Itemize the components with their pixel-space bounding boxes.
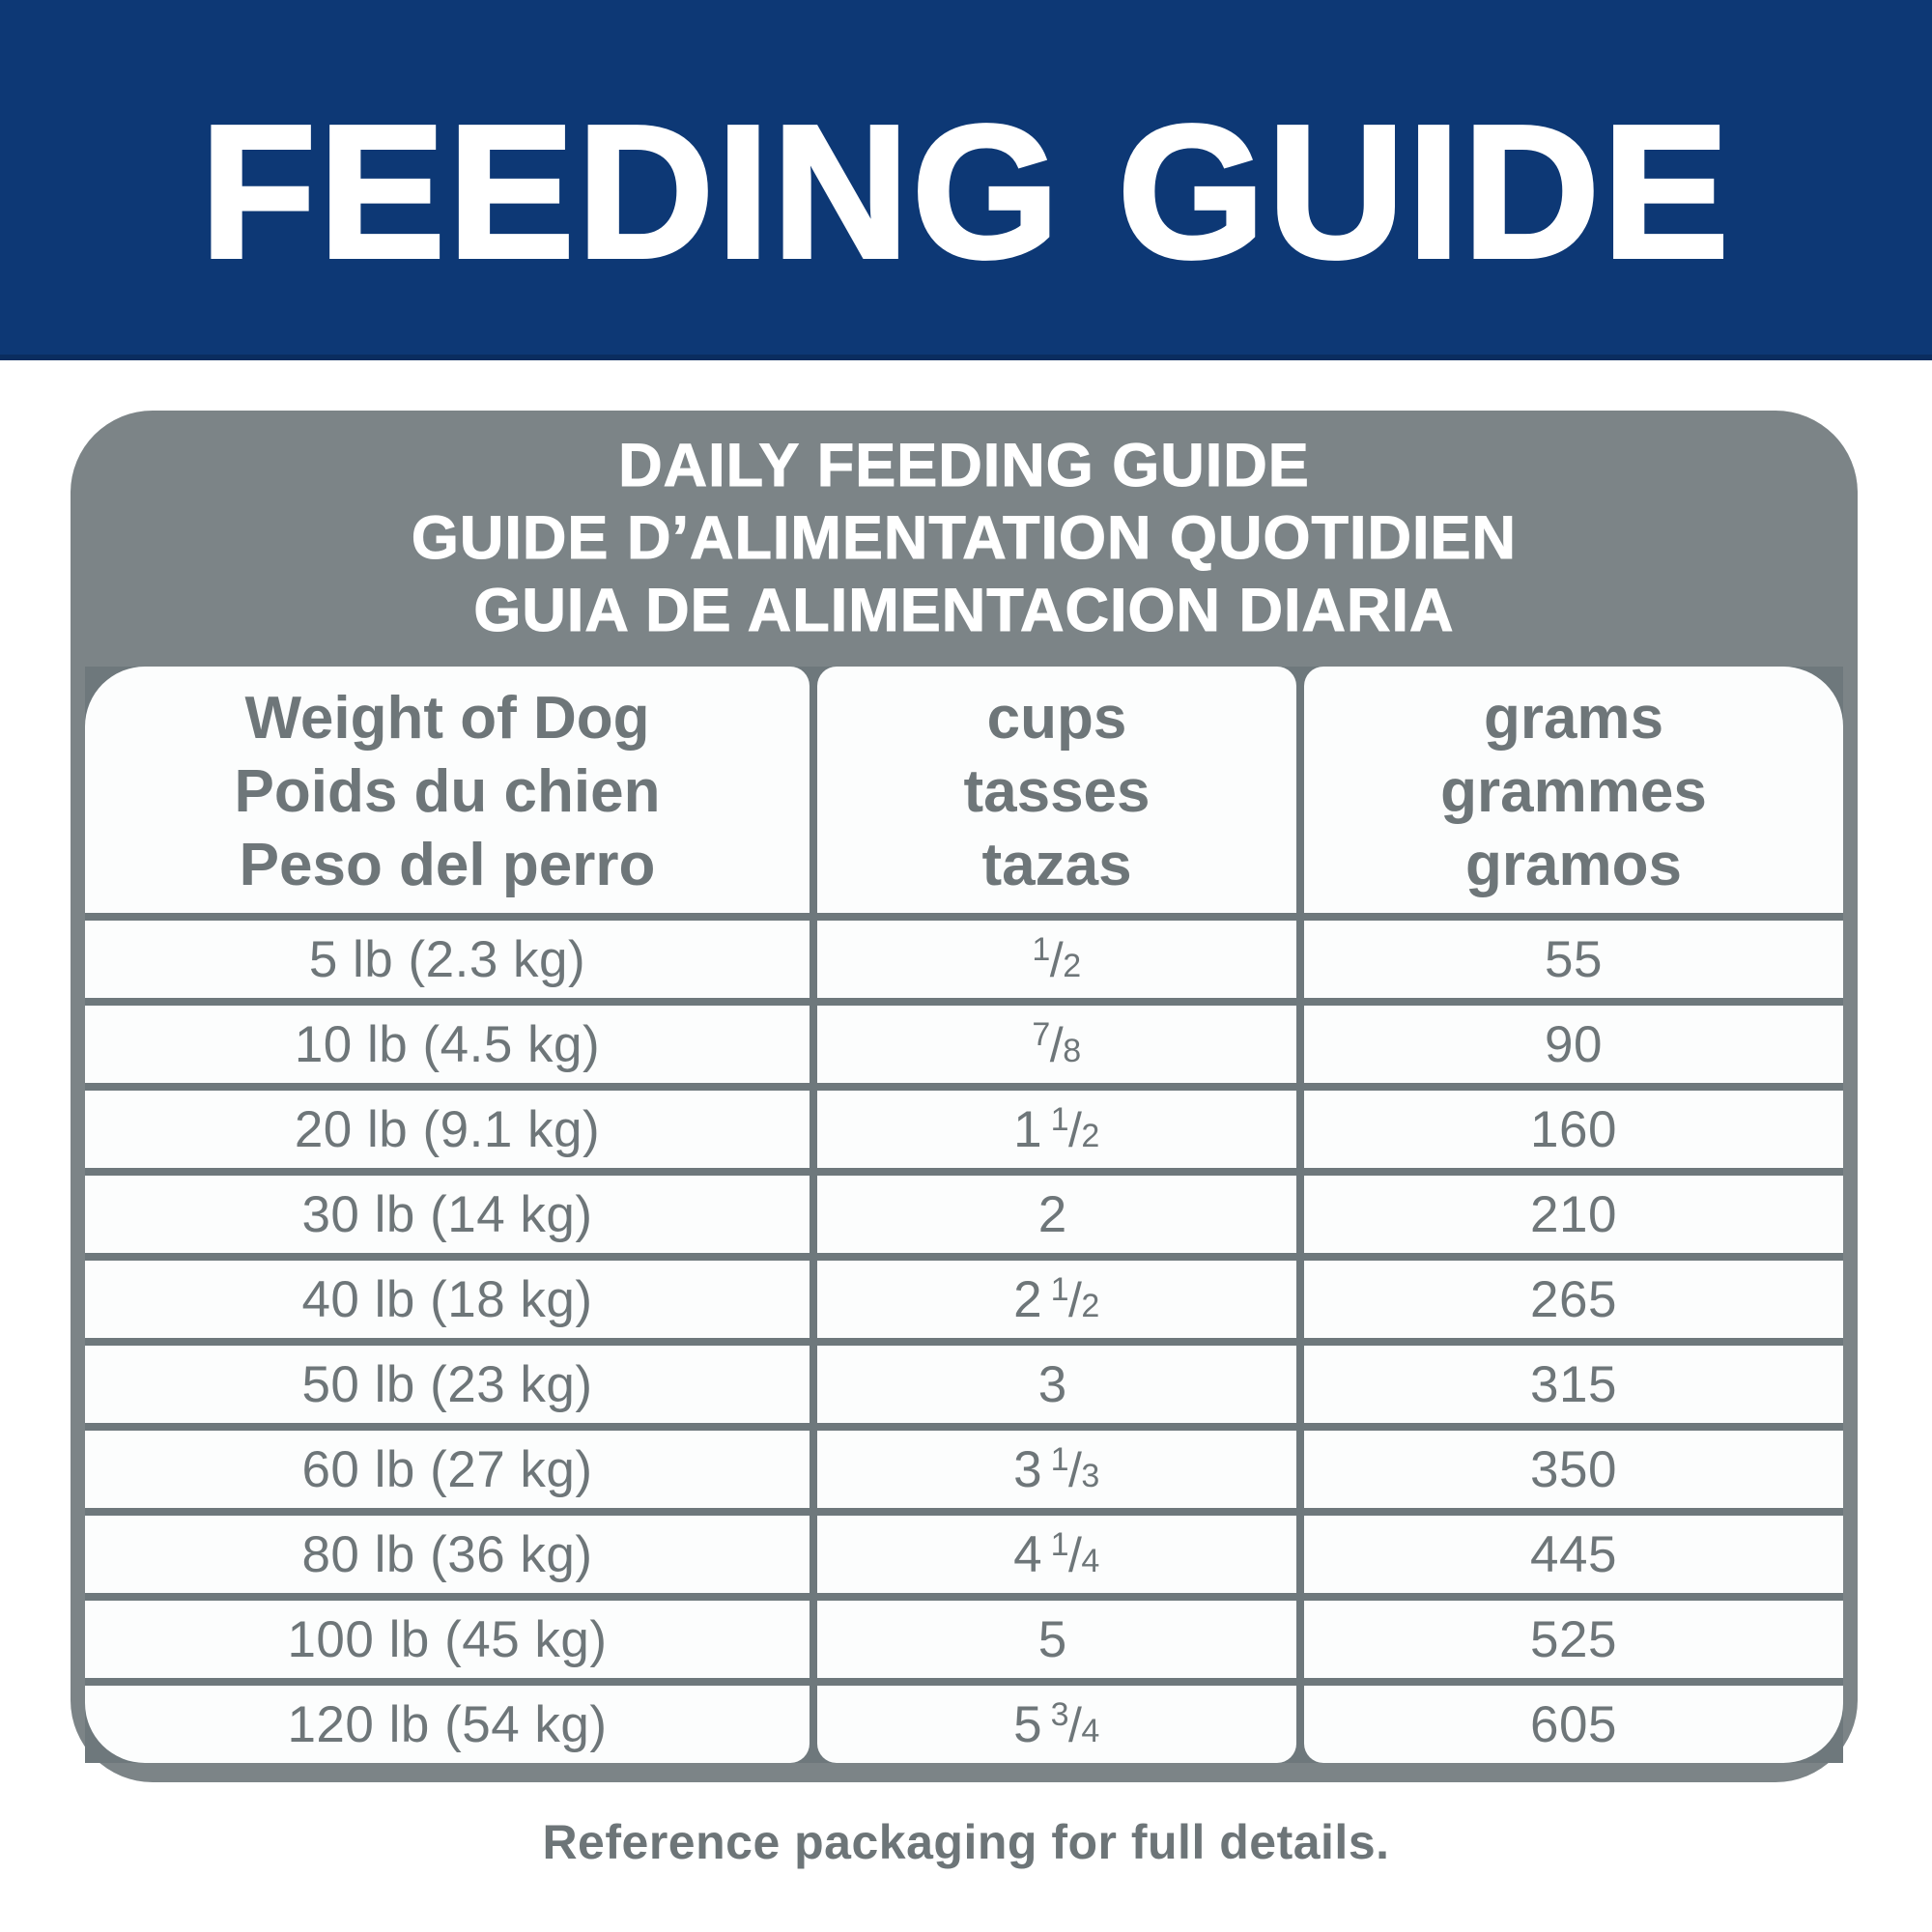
feeding-guide-card: DAILY FEEDING GUIDE GUIDE D’ALIMENTATION… — [71, 411, 1858, 1782]
grams-cell: 55 — [1304, 921, 1843, 998]
cup-fraction: 3/4 — [1050, 1695, 1100, 1752]
weight-cell: 30 lb (14 kg) — [85, 1176, 810, 1253]
header-weight-en: Weight of Dog — [244, 684, 650, 752]
weight-cell: 60 lb (27 kg) — [85, 1431, 810, 1508]
card-title: DAILY FEEDING GUIDE GUIDE D’ALIMENTATION… — [71, 411, 1858, 667]
card-title-line-english: DAILY FEEDING GUIDE — [618, 432, 1310, 500]
cup-fraction: 1/2 — [1032, 930, 1082, 987]
cups-cell: 1 1/2 — [817, 1091, 1296, 1168]
header-weight-fr: Poids du chien — [234, 757, 661, 825]
grams-cell: 210 — [1304, 1176, 1843, 1253]
cup-fraction: 7/8 — [1032, 1015, 1082, 1072]
weight-cell: 50 lb (23 kg) — [85, 1346, 810, 1423]
weight-cell: 5 lb (2.3 kg) — [85, 921, 810, 998]
cups-cell: 3 — [817, 1346, 1296, 1423]
cup-fraction: 1/2 — [1050, 1100, 1100, 1157]
card-title-line-french: GUIDE D’ALIMENTATION QUOTIDIEN — [411, 504, 1518, 573]
weight-cell: 80 lb (36 kg) — [85, 1516, 810, 1593]
header-grams-fr: grammes — [1440, 757, 1707, 825]
cups-cell: 1/2 — [817, 921, 1296, 998]
card-title-line-spanish: GUIA DE ALIMENTACION DIARIA — [473, 577, 1455, 645]
cups-cell: 5 — [817, 1601, 1296, 1678]
cups-cell: 2 1/2 — [817, 1261, 1296, 1338]
column-header-cups: cups tasses tazas — [817, 667, 1296, 913]
cups-cell: 3 1/3 — [817, 1431, 1296, 1508]
grams-cell: 315 — [1304, 1346, 1843, 1423]
grams-cell: 160 — [1304, 1091, 1843, 1168]
header-cups-en: cups — [986, 684, 1127, 752]
cup-fraction: 1/2 — [1050, 1270, 1100, 1327]
header-cups-es: tazas — [981, 831, 1132, 898]
footer-note: Reference packaging for full details. — [542, 1815, 1390, 1869]
column-header-weight: Weight of Dog Poids du chien Peso del pe… — [85, 667, 810, 913]
cups-cell: 5 3/4 — [817, 1686, 1296, 1763]
banner-title: FEEDING GUIDE — [198, 85, 1732, 298]
grams-cell: 605 — [1304, 1686, 1843, 1763]
cup-fraction: 1/3 — [1050, 1440, 1100, 1497]
column-header-grams: grams grammes gramos — [1304, 667, 1843, 913]
header-grams-es: gramos — [1465, 831, 1682, 898]
cups-cell: 4 1/4 — [817, 1516, 1296, 1593]
grams-cell: 350 — [1304, 1431, 1843, 1508]
header-cups-fr: tasses — [963, 757, 1151, 825]
header-weight-es: Peso del perro — [239, 831, 656, 898]
weight-cell: 20 lb (9.1 kg) — [85, 1091, 810, 1168]
header-grams-en: grams — [1483, 684, 1664, 752]
cups-cell: 7/8 — [817, 1006, 1296, 1083]
grams-cell: 445 — [1304, 1516, 1843, 1593]
grams-cell: 90 — [1304, 1006, 1843, 1083]
weight-cell: 40 lb (18 kg) — [85, 1261, 810, 1338]
grams-cell: 525 — [1304, 1601, 1843, 1678]
cup-fraction: 1/4 — [1050, 1525, 1100, 1582]
weight-cell: 100 lb (45 kg) — [85, 1601, 810, 1678]
feeding-table: Weight of Dog Poids du chien Peso del pe… — [85, 667, 1843, 1763]
cups-cell: 2 — [817, 1176, 1296, 1253]
weight-cell: 10 lb (4.5 kg) — [85, 1006, 810, 1083]
grams-cell: 265 — [1304, 1261, 1843, 1338]
weight-cell: 120 lb (54 kg) — [85, 1686, 810, 1763]
banner: FEEDING GUIDE — [0, 0, 1932, 360]
